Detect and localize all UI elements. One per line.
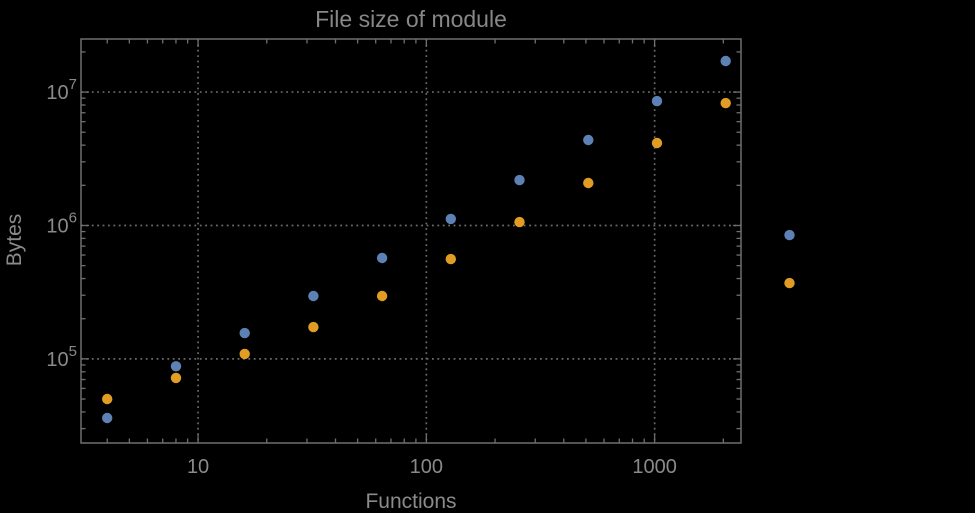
data-point-blue-series [102, 412, 113, 424]
axis-ticks [81, 39, 741, 443]
data-point-blue-series [376, 252, 388, 264]
data-point-blue-series [583, 134, 594, 146]
chart-title: File size of module [315, 6, 507, 32]
data-point-orange-series [445, 253, 456, 265]
data-point-blue-series [170, 361, 182, 372]
y-tick-label: 105 [46, 343, 77, 371]
data-point-orange-series [239, 348, 250, 360]
data-point-blue-series [651, 95, 663, 107]
data-point-orange-series [376, 290, 388, 302]
data-point-orange-series [102, 393, 113, 405]
data-point-orange-series [784, 277, 795, 289]
data-point-orange-series [170, 372, 182, 384]
x-tick-label: 10 [187, 456, 209, 478]
data-points [102, 55, 795, 424]
data-point-orange-series [651, 137, 663, 149]
gridlines [81, 39, 741, 443]
y-axis-label: Bytes [3, 214, 26, 267]
x-tick-label: 100 [410, 456, 443, 478]
data-point-orange-series [720, 97, 731, 109]
data-point-blue-series [445, 213, 456, 225]
frame-rect [80, 38, 742, 444]
data-point-blue-series [308, 290, 319, 302]
axis-text: File size of module Functions Bytes [3, 6, 507, 513]
plot-frame [80, 38, 742, 444]
data-point-orange-series [308, 321, 319, 333]
y-tick-label: 106 [46, 209, 77, 237]
data-point-blue-series [784, 229, 795, 241]
x-axis-label: Functions [365, 490, 456, 513]
y-tick-label: 107 [46, 76, 77, 104]
data-point-orange-series [514, 216, 525, 228]
data-point-blue-series [720, 55, 731, 67]
x-tick-label: 1000 [632, 456, 677, 478]
data-point-blue-series [239, 327, 250, 339]
data-point-blue-series [514, 174, 525, 186]
data-point-orange-series [583, 177, 594, 189]
axis-tick-labels: 10 100 1000 105 106 107 [46, 76, 676, 478]
